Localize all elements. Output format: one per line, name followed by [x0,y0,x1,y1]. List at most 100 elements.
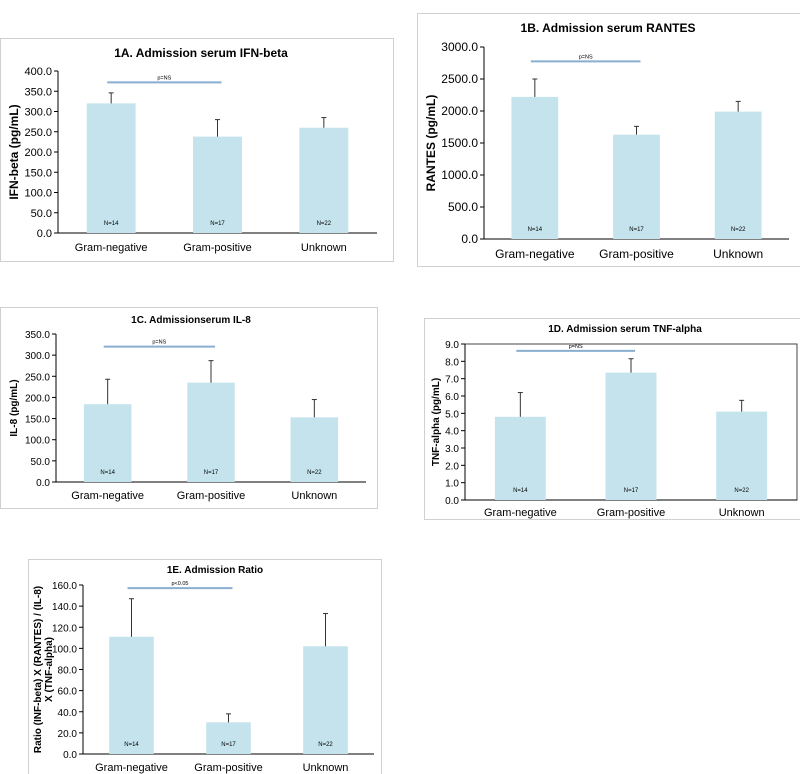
y-tick-label: 60.0 [58,687,78,698]
x-category-label: Gram-positive [599,247,674,261]
bar-gram-negative [86,103,136,234]
chart-panel-1d: 1D. Admission serum TNF-alpha 0.0 1.0 2.0 3.… [424,318,800,520]
y-tick-label: 150.0 [24,167,52,179]
y-tick-label: 120.0 [52,623,77,634]
x-category-label: Gram-negative [484,507,557,519]
bar-chart-b: 1B. Admission serum RANTES 0.0 500.0 1000.0… [424,21,789,261]
y-tick-label: 8.0 [445,357,459,368]
y-tick-label: 0.0 [36,478,50,489]
p-value-label: p=NS [579,54,593,60]
sample-size-label: N=14 [124,742,139,748]
y-tick-label: 100.0 [25,436,50,447]
bar-unknown [299,127,349,233]
sample-size-label: N=17 [624,488,639,494]
y-tick-label: 400.0 [24,66,52,78]
p-value-label: p=NS [152,340,166,346]
x-category-label: Unknown [303,762,349,774]
y-tick-label: 200.0 [25,393,50,404]
x-category-label: Unknown [291,490,337,502]
chart-panel-1a: 1A. Admission serum IFN-beta 0.0 50.0 100.0… [0,38,394,262]
y-tick-label: 350.0 [24,86,52,98]
y-tick-label: 100.0 [52,644,77,655]
y-axis-title: IL-8 (pg/mL) [9,379,20,436]
y-tick-label: 300.0 [24,107,52,119]
sample-size-label: N=14 [513,488,528,494]
bar-gram-negative [109,636,154,754]
y-tick-label: 250.0 [25,372,50,383]
y-tick-label: 0.0 [445,496,459,507]
p-value-label: p<0.05 [172,581,189,587]
y-tick-label: 1000.0 [441,168,478,182]
bar-gram-negative [511,96,559,239]
x-category-label: Unknown [301,242,347,254]
p-value-label: p=NS [157,75,171,81]
y-tick-label: 40.0 [58,708,78,719]
y-tick-label: 4.0 [445,427,459,438]
y-tick-label: 350.0 [25,330,50,341]
y-tick-label: 0.0 [461,232,478,246]
sample-size-label: N=22 [318,742,333,748]
y-tick-label: 2000.0 [441,104,478,118]
x-category-label: Gram-positive [597,507,665,519]
y-tick-label: 160.0 [52,581,77,592]
y-tick-label: 20.0 [58,729,78,740]
y-axis-title: RANTES (pg/mL) [424,95,438,192]
bar-unknown [716,411,768,500]
y-axis-title: Ratio (INF-beta) X (RANTES) / (IL-8) [33,586,44,753]
y-tick-label: 80.0 [58,666,78,677]
y-tick-label: 0.0 [37,228,52,240]
x-category-label: Gram-positive [194,762,262,774]
x-category-label: Gram-negative [95,762,168,774]
y-tick-label: 50.0 [31,208,52,220]
y-tick-label: 5.0 [445,409,459,420]
sample-size-label: N=17 [204,470,219,476]
y-tick-label: 150.0 [25,415,50,426]
sample-size-label: N=14 [528,227,543,233]
y-tick-label: 500.0 [448,200,478,214]
chart-title: 1C. Admissionserum IL-8 [131,315,251,326]
x-category-label: Gram-negative [75,242,148,254]
bar-chart-a: 1A. Admission serum IFN-beta 0.0 50.0 100.0… [7,46,377,254]
sample-size-label: N=17 [210,221,225,227]
y-axis-title: IFN-beta (pg/mL) [7,104,21,199]
chart-title: 1A. Admission serum IFN-beta [114,46,288,60]
x-category-label: Unknown [719,507,765,519]
bar-gram-positive [193,136,242,233]
x-category-label: Gram-negative [495,247,575,261]
chart-panel-1e: 1E. Admission Ratio 0.0 20.0 40.0 60.0 80.0 10… [28,559,382,774]
bar-gram-positive [187,382,235,482]
y-tick-label: 300.0 [25,351,50,362]
x-category-label: Gram-positive [177,490,245,502]
y-tick-label: 140.0 [52,602,77,613]
y-tick-label: 1500.0 [441,136,478,150]
bar-chart-e: 1E. Admission Ratio 0.0 20.0 40.0 60.0 80.0 10… [33,565,374,774]
y-tick-label: 1.0 [445,479,459,490]
sample-size-label: N=22 [731,227,746,233]
bar-unknown [303,646,348,754]
sample-size-label: N=22 [307,470,322,476]
y-tick-label: 2.0 [445,461,459,472]
y-tick-label: 3.0 [445,444,459,455]
sample-size-label: N=22 [734,488,749,494]
bar-gram-positive [605,372,657,500]
sample-size-label: N=17 [629,227,644,233]
bar-gram-positive [613,134,660,239]
y-tick-label: 200.0 [24,147,52,159]
sample-size-label: N=14 [100,470,115,476]
y-tick-label: 3000.0 [441,40,478,54]
chart-title: 1E. Admission Ratio [167,565,263,576]
y-tick-label: 2500.0 [441,72,478,86]
bar-gram-negative [83,404,132,482]
y-tick-label: 0.0 [63,750,77,761]
x-category-label: Unknown [713,247,763,261]
chart-title: 1D. Admission serum TNF-alpha [548,324,702,335]
bar-unknown [290,417,339,482]
sample-size-label: N=14 [104,221,119,227]
bar-chart-d: 1D. Admission serum TNF-alpha 0.0 1.0 2.0 3.… [431,324,798,519]
y-tick-label: 100.0 [24,188,52,200]
chart-panel-1c: 1C. Admissionserum IL-8 0.0 50.0 100.0 150.0… [0,307,378,509]
chart-panel-1b: 1B. Admission serum RANTES 0.0 500.0 1000.0… [417,13,800,267]
y-tick-label: 250.0 [24,127,52,139]
y-axis-title: TNF-alpha (pg/mL) [431,378,442,466]
sample-size-label: N=22 [317,221,332,227]
